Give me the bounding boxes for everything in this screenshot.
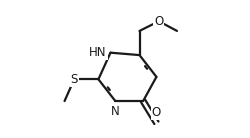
Text: O: O bbox=[154, 15, 164, 28]
Text: HN: HN bbox=[89, 46, 107, 59]
Text: N: N bbox=[111, 105, 120, 118]
Text: S: S bbox=[70, 73, 78, 86]
Text: O: O bbox=[152, 106, 161, 119]
